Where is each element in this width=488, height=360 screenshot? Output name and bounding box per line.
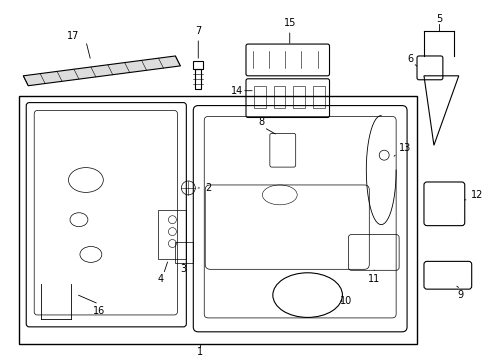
Bar <box>19 96 416 344</box>
Bar <box>253 86 265 108</box>
Text: 9: 9 <box>457 290 463 300</box>
Text: 8: 8 <box>258 117 264 127</box>
Text: 2: 2 <box>205 183 211 193</box>
Text: 6: 6 <box>406 54 412 64</box>
Text: 5: 5 <box>435 14 441 24</box>
Bar <box>312 86 324 108</box>
Bar <box>273 86 285 108</box>
Text: 4: 4 <box>157 274 163 284</box>
Polygon shape <box>23 56 180 86</box>
Text: 17: 17 <box>67 31 79 41</box>
Bar <box>292 86 305 108</box>
Text: 3: 3 <box>180 264 186 274</box>
Text: 16: 16 <box>93 306 105 316</box>
Text: 12: 12 <box>470 190 482 200</box>
Text: 10: 10 <box>339 296 351 306</box>
Bar <box>175 242 193 264</box>
Text: 15: 15 <box>283 18 295 28</box>
Bar <box>158 210 186 260</box>
Text: 11: 11 <box>367 274 380 284</box>
Bar <box>195 69 201 89</box>
Text: 7: 7 <box>195 26 201 36</box>
Bar <box>193 61 203 69</box>
Text: 1: 1 <box>197 347 203 357</box>
Text: 13: 13 <box>398 143 410 153</box>
Text: 14: 14 <box>230 86 243 96</box>
